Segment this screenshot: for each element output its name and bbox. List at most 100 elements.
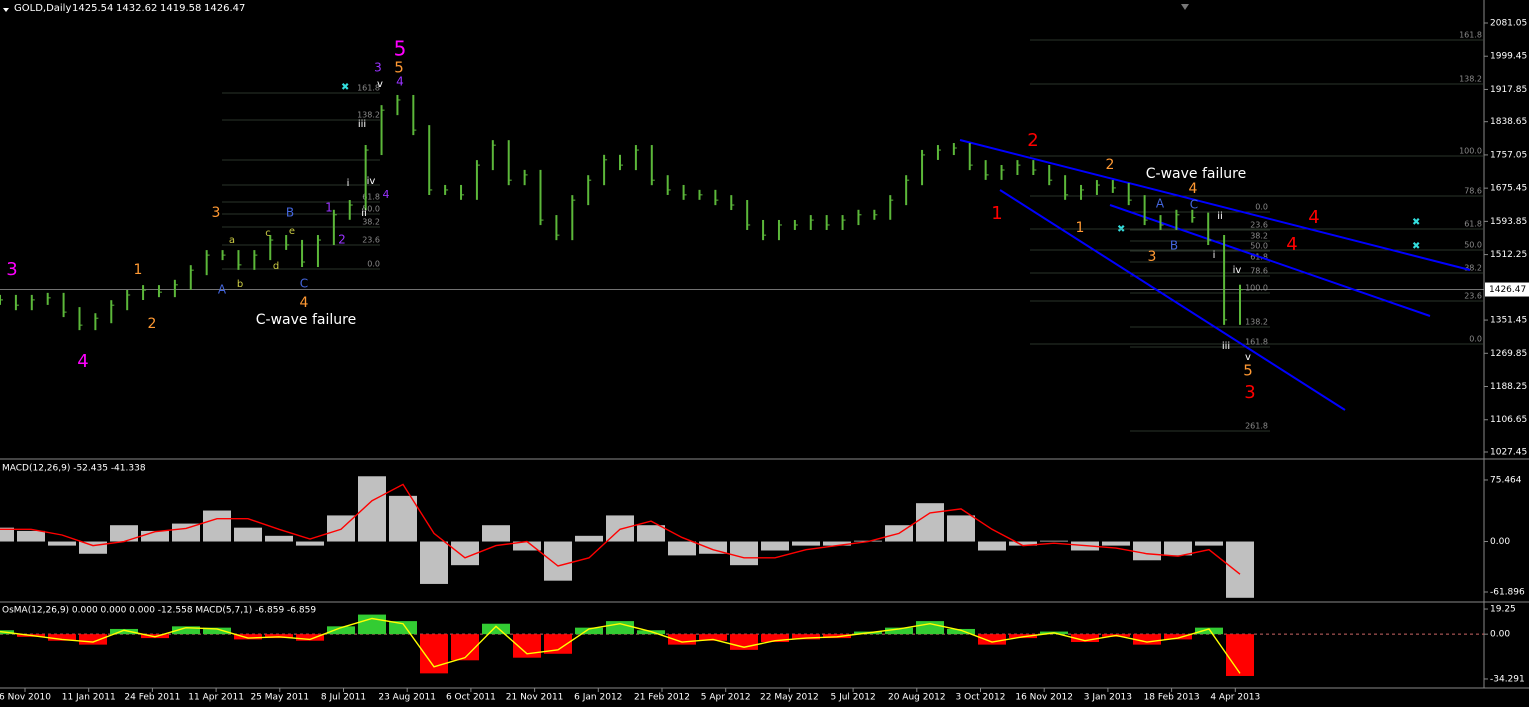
wave-label: 3 [374, 61, 382, 75]
fib-label: 138.2 [1245, 318, 1268, 327]
histogram-bar [451, 634, 479, 661]
x-tick-label: 5 Apr 2012 [701, 693, 751, 703]
wave-label: a [229, 235, 235, 246]
histogram-bar [792, 634, 820, 640]
histogram-bar [544, 541, 572, 581]
wave-label: 4 [396, 75, 404, 89]
fib-label: 38.2 [362, 218, 380, 227]
fib-label: 261.8 [1245, 422, 1268, 431]
x-tick-label: 24 Feb 2011 [124, 693, 180, 703]
wave-label: A [218, 283, 227, 297]
x-tick-label: 6 Oct 2011 [446, 693, 496, 703]
wave-label: iii [358, 119, 366, 130]
histogram-bar [172, 523, 200, 542]
wave-label: e [289, 226, 295, 237]
price-box [1485, 282, 1529, 297]
fib-label: 38.2 [1250, 232, 1268, 241]
svg-text:✖: ✖ [1117, 224, 1125, 235]
fib-label: 23.6 [362, 236, 380, 245]
histogram-bar [482, 623, 510, 635]
wave-label: i [1213, 250, 1216, 261]
fib-label: 61.8 [1464, 220, 1482, 229]
wave-label: B [286, 206, 294, 220]
fib-label: 161.8 [1459, 31, 1482, 40]
price-box-label: 1426.47 [1489, 285, 1526, 295]
histogram-bar [823, 541, 851, 546]
x-tick-label: 11 Jan 2011 [62, 693, 116, 703]
y-tick-label: 1027.45 [1490, 447, 1527, 457]
histogram-bar [544, 634, 572, 654]
wave-label: iv [1233, 265, 1242, 276]
fib-label: 61.8 [362, 193, 380, 202]
histogram-bar [885, 627, 913, 635]
histogram-bar [358, 614, 386, 635]
y-tick-label: 1999.45 [1490, 52, 1527, 62]
x-tick-label: 21 Feb 2012 [634, 693, 690, 703]
x-tick-label: 21 Nov 2011 [506, 693, 564, 703]
y-tick-label: -61.896 [1490, 588, 1525, 598]
panel-title: OsMA(12,26,9) 0.000 0.000 0.000 -12.558 … [2, 606, 316, 616]
y-tick-label: 0.00 [1490, 630, 1510, 640]
histogram-bar [1226, 541, 1254, 598]
wave-label: C-wave failure [1146, 166, 1246, 182]
wave-label: C [300, 277, 308, 291]
wave-label: 5 [1243, 362, 1253, 380]
trend-line [1109, 204, 1431, 317]
wave-label: iv [367, 176, 376, 187]
histogram-bar [1164, 634, 1192, 640]
x-tick-label: 22 May 2012 [760, 693, 819, 703]
svg-text:✖: ✖ [341, 82, 349, 93]
wave-label: 1 [325, 201, 333, 215]
histogram-bar [0, 527, 14, 542]
ohlc-value: 1425.54 [72, 3, 113, 14]
wave-label: 2 [1106, 157, 1115, 173]
y-tick-label: -34.291 [1490, 674, 1525, 684]
x-tick-label: 6 Nov 2010 [0, 693, 51, 703]
fib-label: 100.0 [1245, 284, 1268, 293]
histogram-bar [1071, 634, 1099, 643]
y-tick-label: 0.00 [1490, 537, 1510, 547]
histogram-bar [699, 634, 727, 641]
x-tick-label: 3 Oct 2012 [956, 693, 1006, 703]
histogram-bar [265, 535, 293, 542]
wave-label: 2 [1027, 130, 1038, 151]
histogram-bar [296, 541, 324, 546]
histogram-bar [389, 495, 417, 542]
histogram-bar [420, 541, 448, 584]
trend-line [999, 189, 1346, 411]
signal-line [0, 483, 1241, 575]
x-tick-label: 3 Jan 2013 [1084, 693, 1132, 703]
wave-label: v [1245, 352, 1251, 363]
fib-label: 100.0 [1459, 147, 1482, 156]
histogram-bar [730, 541, 758, 566]
histogram-bar [699, 541, 727, 554]
wave-label: A [1156, 197, 1165, 211]
wave-label: v [377, 79, 383, 90]
x-tick-label: 20 Aug 2012 [888, 693, 946, 703]
histogram-bar [79, 541, 107, 554]
x-tick-label: 6 Jan 2012 [574, 693, 622, 703]
fib-label: 78.6 [1250, 267, 1268, 276]
histogram-bar [668, 541, 696, 556]
fib-label: 161.8 [1245, 338, 1268, 347]
x-tick-label: 18 Feb 2013 [1144, 693, 1200, 703]
wave-label: 2 [338, 233, 346, 247]
wave-label: 4 [300, 295, 309, 311]
wave-label: 4 [1189, 181, 1198, 197]
wave-label: 1 [1076, 220, 1085, 236]
y-tick-label: 1838.65 [1490, 117, 1527, 127]
histogram-bar [110, 628, 138, 635]
y-tick-label: 1351.45 [1490, 316, 1527, 326]
histogram-bar [575, 627, 603, 635]
histogram-bar [203, 627, 231, 635]
x-tick-label: 16 Nov 2012 [1015, 693, 1073, 703]
wave-label: C-wave failure [256, 312, 356, 328]
y-tick-label: 1269.85 [1490, 349, 1527, 359]
fib-label: 138.2 [357, 111, 380, 120]
wave-label: 5 [394, 37, 407, 61]
wave-label: 4 [383, 188, 390, 201]
y-tick-label: 1675.45 [1490, 184, 1527, 194]
histogram-bar [48, 634, 76, 641]
